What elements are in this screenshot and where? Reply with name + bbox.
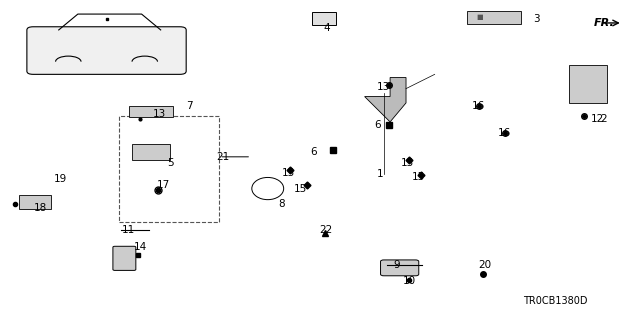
Bar xyxy=(568,65,607,103)
Text: 16: 16 xyxy=(498,128,511,138)
Text: 13: 13 xyxy=(377,82,390,92)
Text: 15: 15 xyxy=(294,184,307,194)
Text: 6: 6 xyxy=(374,120,381,130)
FancyBboxPatch shape xyxy=(381,260,419,276)
Text: 2: 2 xyxy=(600,114,607,124)
Text: 7: 7 xyxy=(186,101,193,111)
Text: 3: 3 xyxy=(533,14,540,24)
Bar xyxy=(19,195,51,209)
Text: 6: 6 xyxy=(310,147,317,157)
Text: TR0CB1380D: TR0CB1380D xyxy=(523,296,588,306)
Text: 15: 15 xyxy=(282,168,295,178)
Text: 17: 17 xyxy=(157,180,170,190)
Bar xyxy=(129,106,173,117)
Text: 16: 16 xyxy=(472,101,484,111)
Text: 10: 10 xyxy=(403,276,416,285)
Text: 20: 20 xyxy=(478,260,491,270)
FancyBboxPatch shape xyxy=(27,27,186,74)
Text: ■: ■ xyxy=(476,14,483,20)
Text: 5: 5 xyxy=(167,158,173,168)
Text: 22: 22 xyxy=(320,225,333,235)
Bar xyxy=(119,116,220,222)
Text: 18: 18 xyxy=(35,203,47,212)
Text: 15: 15 xyxy=(412,172,426,182)
FancyBboxPatch shape xyxy=(113,246,136,270)
Text: 15: 15 xyxy=(401,158,414,168)
Text: 4: 4 xyxy=(323,23,330,33)
Text: 12: 12 xyxy=(591,114,604,124)
Bar xyxy=(312,12,336,25)
Text: 13: 13 xyxy=(153,109,166,119)
Bar xyxy=(132,144,170,160)
Bar xyxy=(467,11,521,24)
Text: 1: 1 xyxy=(377,169,384,179)
Text: 9: 9 xyxy=(393,260,400,270)
Text: 8: 8 xyxy=(278,199,285,209)
Text: 21: 21 xyxy=(216,152,230,162)
Text: FR.: FR. xyxy=(594,18,615,28)
Text: 19: 19 xyxy=(53,174,67,184)
Text: 14: 14 xyxy=(134,242,147,252)
Text: 11: 11 xyxy=(122,225,136,235)
Polygon shape xyxy=(365,77,406,122)
